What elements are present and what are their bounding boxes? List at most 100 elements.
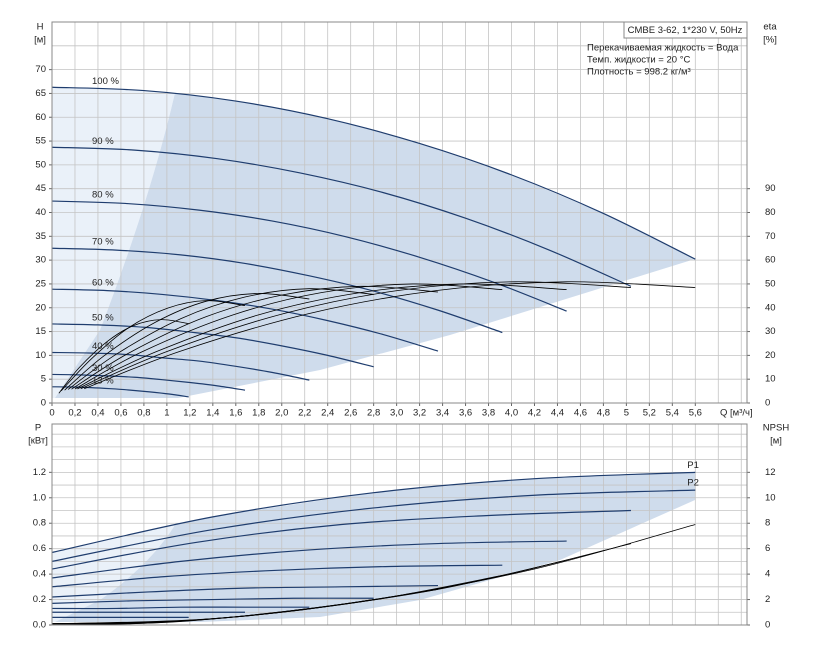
y2-axis-label: eta bbox=[763, 22, 777, 33]
curve bbox=[51, 200, 567, 312]
y-tick-label: 0.8 bbox=[33, 518, 46, 529]
curve-label: 90 % bbox=[92, 136, 114, 147]
x-tick-label: 1,8 bbox=[252, 408, 265, 419]
x-tick-label: 1 bbox=[164, 408, 169, 419]
secondary-curve bbox=[67, 288, 374, 390]
legend-box bbox=[623, 21, 748, 39]
x-tick-label: 0,2 bbox=[68, 408, 81, 419]
y-tick-label: 0 bbox=[41, 398, 46, 409]
note: Темп. жидкости = 20 °C bbox=[587, 55, 690, 66]
y-axis-unit: [кВт] bbox=[28, 436, 48, 447]
y2-tick-label: 4 bbox=[765, 569, 770, 580]
x-tick-label: 4,4 bbox=[551, 408, 564, 419]
y2-tick-label: 20 bbox=[765, 350, 776, 361]
curve-label: P1 bbox=[687, 460, 699, 471]
y2-tick-label: 30 bbox=[765, 326, 776, 337]
note: Плотность = 998.2 кг/м³ bbox=[587, 67, 691, 78]
y2-tick-label: 60 bbox=[765, 255, 776, 266]
y-tick-label: 0.0 bbox=[33, 620, 46, 631]
y-tick-label: 15 bbox=[35, 326, 46, 337]
y2-tick-label: 80 bbox=[765, 207, 776, 218]
y-tick-label: 0.2 bbox=[33, 594, 46, 605]
y-tick-label: 1.2 bbox=[33, 467, 46, 478]
x-tick-label: 1,6 bbox=[229, 408, 242, 419]
y-tick-label: 0.4 bbox=[33, 569, 46, 580]
y-tick-label: 30 bbox=[35, 255, 46, 266]
curve bbox=[51, 373, 246, 391]
top-plot-frame bbox=[51, 21, 748, 404]
curve bbox=[51, 471, 696, 554]
curve bbox=[51, 146, 632, 287]
y-axis-unit: [м] bbox=[34, 35, 46, 46]
curve-label: 60 % bbox=[92, 278, 114, 289]
x-tick-label: 3,2 bbox=[413, 408, 426, 419]
y-axis-label: P bbox=[35, 423, 41, 434]
curve bbox=[51, 564, 503, 588]
y-tick-label: 70 bbox=[35, 64, 46, 75]
x-tick-label: 4,6 bbox=[574, 408, 587, 419]
y-tick-label: 5 bbox=[41, 374, 46, 385]
bottom-plot-frame bbox=[51, 423, 748, 626]
y2-axis-label: NPSH bbox=[763, 423, 790, 434]
curve-label: 30 % bbox=[92, 363, 114, 374]
x-tick-label: 3,8 bbox=[482, 408, 495, 419]
curve bbox=[51, 351, 310, 381]
y2-tick-label: 10 bbox=[765, 374, 776, 385]
y-tick-label: 0.6 bbox=[33, 543, 46, 554]
secondary-curve bbox=[84, 281, 696, 390]
curve bbox=[51, 540, 567, 579]
x-tick-label: 2,2 bbox=[298, 408, 311, 419]
curve bbox=[51, 489, 696, 562]
curve bbox=[51, 386, 189, 398]
curve bbox=[51, 86, 696, 260]
y2-tick-label: 70 bbox=[765, 231, 776, 242]
secondary-curve bbox=[51, 615, 246, 625]
secondary-curve bbox=[80, 281, 631, 390]
x-tick-label: 4,8 bbox=[597, 408, 610, 419]
y2-tick-label: 2 bbox=[765, 594, 770, 605]
y2-tick-label: 8 bbox=[765, 518, 770, 529]
x-tick-label: 5 bbox=[624, 408, 629, 419]
x-tick-label: 0,4 bbox=[91, 408, 104, 419]
secondary-curve bbox=[74, 283, 503, 390]
y2-tick-label: 40 bbox=[765, 302, 776, 313]
y-tick-label: 50 bbox=[35, 159, 46, 170]
y2-tick-label: 90 bbox=[765, 183, 776, 194]
x-tick-label: 5,6 bbox=[689, 408, 702, 419]
x-tick-label: 4,0 bbox=[505, 408, 518, 419]
x-tick-label: 4,2 bbox=[528, 408, 541, 419]
x-tick-label: 5,4 bbox=[666, 408, 679, 419]
x-tick-label: 3,0 bbox=[390, 408, 403, 419]
plot-layer bbox=[49, 22, 750, 626]
secondary-curve bbox=[60, 300, 246, 392]
curve bbox=[51, 584, 438, 598]
curve bbox=[51, 606, 310, 610]
x-tick-label: 0,8 bbox=[137, 408, 150, 419]
y-tick-label: 65 bbox=[35, 88, 46, 99]
y2-tick-label: 6 bbox=[765, 543, 770, 554]
x-tick-label: 1,2 bbox=[183, 408, 196, 419]
range-shade bbox=[55, 93, 695, 398]
y2-tick-label: 0 bbox=[765, 620, 770, 631]
x-tick-label: 3,4 bbox=[436, 408, 449, 419]
y2-tick-label: 50 bbox=[765, 278, 776, 289]
curve-label: 100 % bbox=[92, 76, 119, 87]
x-tick-label: 0,6 bbox=[114, 408, 127, 419]
legend-box-text: CMBE 3-62, 1*230 V, 50Hz bbox=[628, 25, 743, 36]
y2-axis-unit: [м] bbox=[770, 436, 782, 447]
y-tick-label: 20 bbox=[35, 302, 46, 313]
y2-axis-unit: [%] bbox=[763, 35, 777, 46]
secondary-curve bbox=[58, 319, 189, 394]
curve-label: 40 % bbox=[92, 341, 114, 352]
curve-label: 70 % bbox=[92, 237, 114, 248]
note: Перекачиваемая жидкость = Вода bbox=[587, 43, 739, 54]
y-tick-label: 25 bbox=[35, 278, 46, 289]
x-axis-label: Q [м³/ч] bbox=[720, 408, 753, 419]
curve bbox=[51, 247, 503, 334]
secondary-curve bbox=[64, 293, 310, 391]
curve-label: 80 % bbox=[92, 190, 114, 201]
curve bbox=[51, 509, 631, 570]
y-tick-label: 60 bbox=[35, 112, 46, 123]
x-tick-label: 2,6 bbox=[344, 408, 357, 419]
